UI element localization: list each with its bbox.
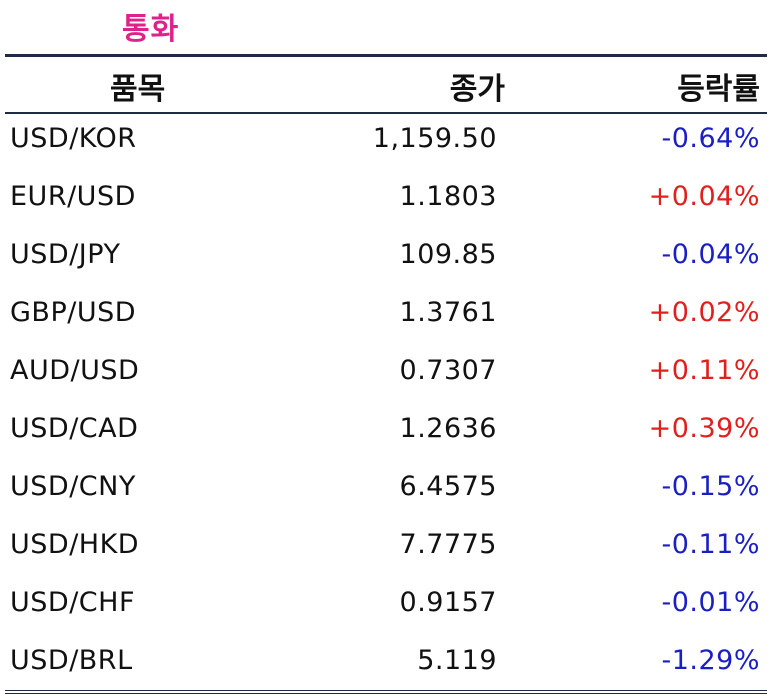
table-row: EUR/USD 1.1803 +0.04% <box>0 172 773 230</box>
row-item: EUR/USD <box>10 181 136 212</box>
table-row: USD/CNY 6.4575 -0.15% <box>0 462 773 520</box>
table-row: USD/KOR 1,159.50 -0.64% <box>0 114 773 172</box>
row-close: 0.7307 <box>399 355 497 386</box>
column-header-change: 등락률 <box>677 72 760 107</box>
row-item: AUD/USD <box>10 355 140 386</box>
row-item: USD/CNY <box>10 471 136 502</box>
row-item: USD/JPY <box>10 239 121 270</box>
row-item: USD/BRL <box>10 645 133 676</box>
table-row: USD/CAD 1.2636 +0.39% <box>0 404 773 462</box>
row-close: 1.1803 <box>399 181 497 212</box>
table-top-rule <box>5 54 767 57</box>
row-close: 5.119 <box>417 645 497 676</box>
section-title: 통화 <box>122 12 180 47</box>
row-change: +0.39% <box>648 413 760 444</box>
table-row: AUD/USD 0.7307 +0.11% <box>0 346 773 404</box>
table-row: GBP/USD 1.3761 +0.02% <box>0 288 773 346</box>
row-change: -0.01% <box>661 587 760 618</box>
table-bottom-rule <box>5 690 767 694</box>
table-row: USD/JPY 109.85 -0.04% <box>0 230 773 288</box>
row-item: USD/CHF <box>10 587 135 618</box>
row-item: USD/HKD <box>10 529 140 560</box>
row-change: +0.11% <box>648 355 760 386</box>
row-change: +0.04% <box>648 181 760 212</box>
table-row: USD/CHF 0.9157 -0.01% <box>0 578 773 636</box>
table-row: USD/BRL 5.119 -1.29% <box>0 636 773 694</box>
row-item: USD/CAD <box>10 413 139 444</box>
row-change: -0.64% <box>661 123 760 154</box>
column-header-item: 품목 <box>110 72 166 107</box>
row-close: 1.2636 <box>399 413 497 444</box>
row-change: +0.02% <box>648 297 760 328</box>
row-close: 109.85 <box>399 239 497 270</box>
currency-table-body: USD/KOR 1,159.50 -0.64% EUR/USD 1.1803 +… <box>0 114 773 694</box>
row-change: -1.29% <box>661 645 760 676</box>
row-close: 0.9157 <box>399 587 497 618</box>
table-row: USD/HKD 7.7775 -0.11% <box>0 520 773 578</box>
column-header-close: 종가 <box>449 72 505 107</box>
row-close: 1,159.50 <box>372 123 497 154</box>
row-item: USD/KOR <box>10 123 137 154</box>
header-rule <box>5 112 767 114</box>
row-change: -0.11% <box>661 529 760 560</box>
row-item: GBP/USD <box>10 297 137 328</box>
row-close: 1.3761 <box>399 297 497 328</box>
row-close: 6.4575 <box>399 471 497 502</box>
row-change: -0.15% <box>661 471 760 502</box>
row-change: -0.04% <box>661 239 760 270</box>
row-close: 7.7775 <box>399 529 497 560</box>
